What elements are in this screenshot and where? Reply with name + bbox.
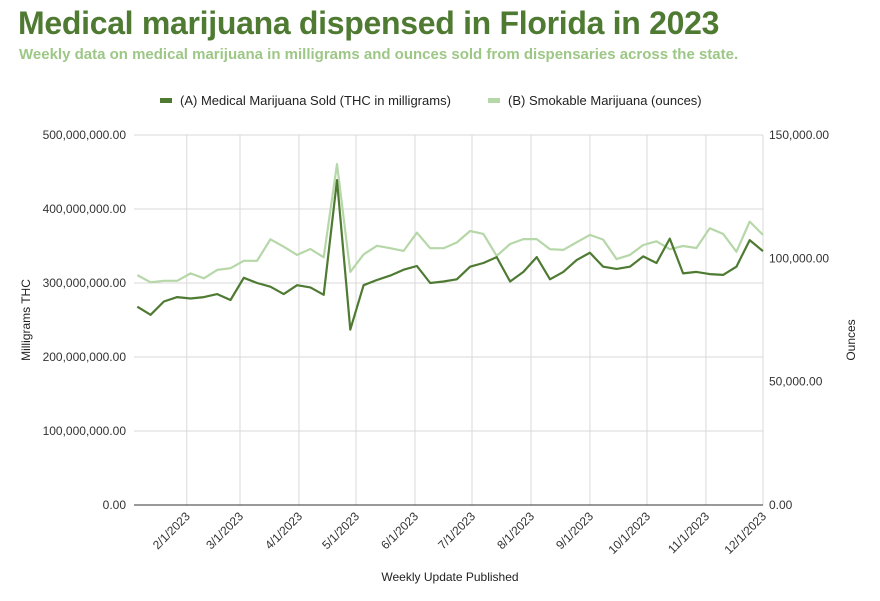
x-tick-label: 8/1/2023 xyxy=(494,509,537,552)
y-axis-left-label: Milligrams THC xyxy=(19,279,33,361)
chart-title: Medical marijuana dispensed in Florida i… xyxy=(18,5,720,41)
y-axis-right-label: Ounces xyxy=(844,319,858,360)
x-tick-label: 10/1/2023 xyxy=(605,509,653,557)
y-left-tick-label: 200,000,000.00 xyxy=(43,350,127,364)
series-line-b xyxy=(136,163,764,284)
x-tick-label: 4/1/2023 xyxy=(262,509,305,552)
x-tick-label: 6/1/2023 xyxy=(378,509,421,552)
y-left-tick-label: 300,000,000.00 xyxy=(43,276,127,290)
x-tick-label: 2/1/2023 xyxy=(150,509,193,552)
legend-label-series-b: (B) Smokable Marijuana (ounces) xyxy=(508,93,702,108)
y-axis-left-ticks: 0.00 100,000,000.00 200,000,000.00 300,000,… xyxy=(43,128,127,512)
legend-swatch-series-a xyxy=(160,98,172,103)
y-left-tick-label: 100,000,000.00 xyxy=(43,424,127,438)
y-left-tick-label: 500,000,000.00 xyxy=(43,128,127,142)
x-tick-label: 12/1/2023 xyxy=(721,509,769,557)
series-lines xyxy=(136,163,764,331)
legend-swatch-series-b xyxy=(488,98,500,103)
y-right-tick-label: 150,000.00 xyxy=(769,128,829,142)
y-left-tick-label: 0.00 xyxy=(103,498,127,512)
y-right-tick-label: 50,000.00 xyxy=(769,375,823,389)
x-tick-label: 9/1/2023 xyxy=(553,509,596,552)
x-tick-label: 11/1/2023 xyxy=(665,509,712,556)
series-line-a xyxy=(136,179,764,331)
y-right-tick-label: 0.00 xyxy=(769,498,793,512)
x-tick-label: 7/1/2023 xyxy=(435,509,478,552)
legend-label-series-a: (A) Medical Marijuana Sold (THC in milli… xyxy=(180,93,451,108)
gridlines xyxy=(134,134,764,506)
y-right-tick-label: 100,000.00 xyxy=(769,251,829,265)
x-axis-ticks: 2/1/2023 3/1/2023 4/1/2023 5/1/2023 6/1/2023… xyxy=(150,509,769,557)
x-tick-label: 3/1/2023 xyxy=(203,509,246,552)
y-left-tick-label: 400,000,000.00 xyxy=(43,202,127,216)
legend: (A) Medical Marijuana Sold (THC in milli… xyxy=(160,93,702,108)
x-tick-label: 5/1/2023 xyxy=(319,509,362,552)
chart-subtitle: Weekly data on medical marijuana in mill… xyxy=(19,46,739,63)
x-axis-label: Weekly Update Published xyxy=(381,570,518,584)
y-axis-right-ticks: 0.00 50,000.00 100,000.00 150,000.00 xyxy=(769,128,829,512)
